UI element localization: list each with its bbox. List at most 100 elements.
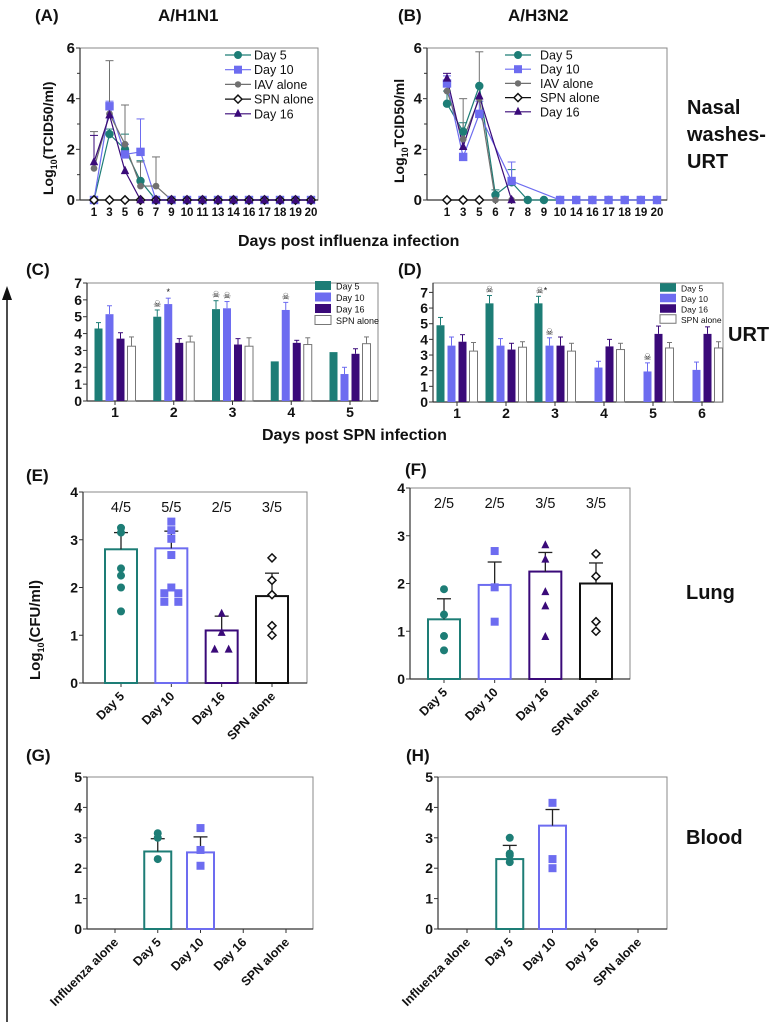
x-tick-label-d: 1 [453, 405, 461, 421]
x-tick-label-f: SPN alone [549, 685, 603, 739]
x-tick-label-a: 9 [168, 207, 174, 219]
x-tick-label-b: 8 [525, 207, 532, 219]
data-point-b [474, 194, 485, 206]
data-point-e [266, 630, 278, 641]
y-tick-label-h: 4 [425, 799, 433, 815]
y-tick-label-e: 2 [70, 580, 78, 596]
data-point-b [475, 81, 484, 91]
panel-title-b: A/H3N2 [508, 6, 569, 25]
bar-d [507, 349, 516, 402]
legend-marker-b [514, 106, 522, 115]
legend-marker-a [234, 65, 242, 74]
data-point-a [182, 194, 192, 204]
bar-c [281, 309, 290, 401]
data-point-b [572, 195, 581, 205]
x-tick-label-b: 20 [651, 207, 664, 219]
legend-marker-a [234, 108, 242, 117]
x-tick-label-a: 1 [91, 207, 98, 219]
legend-label-b: Day 5 [540, 49, 573, 63]
bar-d [518, 346, 527, 403]
legend-label-c: SPN alone [336, 316, 379, 326]
panel-label-a: (A) [35, 6, 59, 25]
data-point-a [88, 194, 100, 206]
data-point-f [490, 547, 499, 556]
data-point-e [217, 608, 226, 617]
data-point-h [548, 864, 557, 873]
y-tick-label-d: 5 [420, 316, 428, 332]
data-point-b [442, 73, 452, 82]
data-point-b [620, 195, 629, 205]
significance-mark-c: * [166, 287, 170, 297]
x-tick-label-c: 5 [346, 404, 354, 420]
data-point-e [174, 597, 183, 606]
panel-label-h: (H) [406, 746, 430, 765]
data-point-f [590, 616, 602, 627]
legend-label-b: Day 10 [540, 63, 580, 77]
data-point-e [266, 552, 278, 563]
data-point-a [105, 109, 114, 119]
y-tick-label-c: 1 [74, 376, 82, 392]
data-point-a [229, 194, 238, 204]
x-tick-label-e: SPN alone [225, 689, 279, 743]
x-tick-label-b: 18 [618, 207, 631, 219]
data-point-f [590, 626, 602, 637]
x-tick-label-h: Day 16 [563, 935, 601, 973]
y-tick-label-h: 0 [425, 921, 433, 937]
x-tick-label-b: 7 [508, 207, 514, 219]
y-tick-label-d: 7 [420, 284, 428, 300]
data-point-b [491, 190, 500, 200]
x-tick-label-g: Day 5 [130, 935, 164, 969]
panel-label-d: (D) [398, 260, 422, 279]
bar-c [329, 352, 338, 401]
y-tick-label-b: 4 [414, 91, 423, 108]
y-tick-label-g: 0 [74, 921, 82, 937]
data-point-a [120, 150, 130, 159]
data-point-f [440, 646, 448, 655]
data-point-b [457, 194, 469, 206]
data-point-g [153, 855, 162, 864]
positive-fraction-e: 5/5 [161, 500, 181, 516]
x-tick-label-b: 9 [541, 207, 547, 219]
data-point-e [167, 583, 176, 592]
data-point-b [555, 195, 565, 205]
bar-d [703, 333, 712, 402]
bar-d [643, 371, 652, 402]
data-point-e [117, 607, 125, 616]
data-point-e [266, 620, 278, 631]
x-tick-label-g: Influenza alone [47, 935, 121, 1009]
y-tick-label-a: 4 [67, 91, 76, 108]
y-tick-label-d: 6 [420, 300, 428, 316]
bar-d [447, 345, 456, 402]
data-point-g [196, 861, 205, 870]
data-point-b [458, 152, 468, 162]
data-point-b [458, 127, 468, 136]
bar-d [605, 346, 614, 402]
x-tick-label-b: 1 [444, 207, 451, 219]
y-tick-label-f: 4 [397, 480, 405, 496]
data-point-e [266, 575, 278, 586]
y-axis-label-e: Log10(CFU/ml) [27, 579, 46, 680]
legend-marker-a [232, 94, 244, 105]
bar-d [545, 345, 554, 402]
y-tick-label-g: 5 [74, 769, 82, 785]
data-point-f [490, 583, 499, 592]
significance-mark-d: ☠ [485, 285, 493, 295]
bar-d [692, 369, 701, 402]
data-point-b [588, 195, 597, 205]
data-point-b [442, 79, 452, 88]
x-tick-label-b: 3 [460, 207, 466, 219]
y-tick-label-b: 0 [414, 192, 422, 209]
y-tick-label-c: 0 [74, 393, 82, 409]
y-tick-label-g: 2 [74, 860, 82, 876]
legend-label-d: SPN alone [681, 315, 722, 325]
data-point-b [458, 141, 468, 150]
bar-d [485, 303, 494, 402]
x-axis-title-influenza: Days post influenza infection [238, 233, 460, 250]
y-tick-label-f: 1 [397, 623, 405, 639]
data-point-f [541, 631, 550, 640]
positive-fraction-f: 2/5 [434, 496, 454, 512]
y-tick-label-b: 2 [414, 141, 422, 158]
x-tick-label-h: Day 5 [482, 935, 516, 969]
vertical-arrow-head [2, 286, 12, 300]
significance-mark-c: ☠ [153, 299, 161, 309]
